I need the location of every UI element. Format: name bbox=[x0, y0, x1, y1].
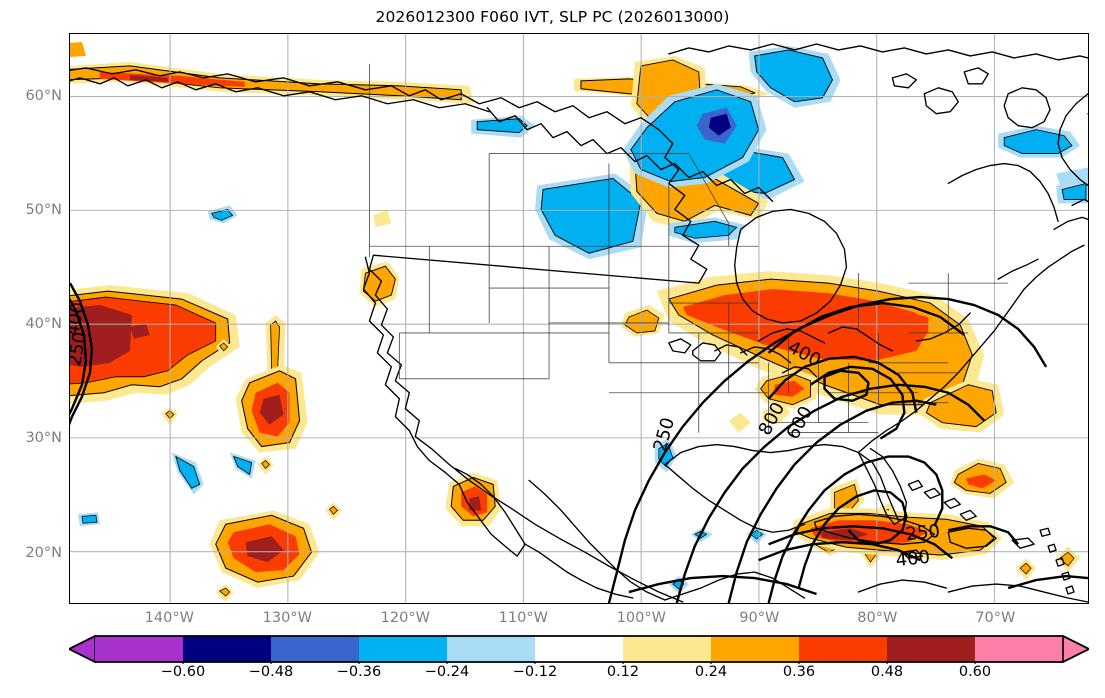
colorbar-swatches bbox=[69, 634, 1089, 664]
colorbar-tick-1: −0.48 bbox=[248, 664, 294, 680]
contour-label-250-caribbean: 250 bbox=[905, 521, 941, 545]
map-gridlines bbox=[70, 34, 1088, 603]
x-tick-80w: 80°W bbox=[857, 610, 898, 626]
colorbar-cells bbox=[95, 636, 1063, 662]
colorbar-tick-0: −0.60 bbox=[160, 664, 206, 680]
y-tick-50n: 50°N bbox=[25, 202, 62, 218]
colorbar-tick-9: 0.60 bbox=[958, 664, 992, 680]
x-tick-100w: 100°W bbox=[616, 610, 666, 626]
y-tick-60n: 60°N bbox=[25, 87, 62, 104]
y-tick-30n: 30°N bbox=[25, 430, 62, 447]
contour-label-400-left: 400 bbox=[70, 300, 89, 337]
y-tick-40n: 40°N bbox=[25, 316, 62, 333]
colorbar-tick-7: 0.36 bbox=[782, 664, 816, 680]
contour-label-250-left: 250 bbox=[70, 330, 91, 367]
page-title: 2026012300 F060 IVT, SLP PC (2026013000) bbox=[375, 8, 730, 26]
colorbar-tick-4: −0.12 bbox=[512, 664, 558, 680]
x-tick-120w: 120°W bbox=[380, 610, 430, 626]
colorbar-tick-3: −0.24 bbox=[424, 664, 470, 680]
colorbar[interactable] bbox=[69, 634, 1089, 664]
colorbar-over-arrow bbox=[1062, 634, 1089, 664]
colorbar-ticks bbox=[182, 662, 976, 664]
colorbar-under-arrow bbox=[69, 634, 96, 664]
x-tick-130w: 130°W bbox=[262, 610, 312, 626]
contour-label-400-caribbean: 400 bbox=[895, 547, 931, 571]
y-tick-20n: 20°N bbox=[25, 544, 62, 561]
map-plot-area[interactable]: 400 250 250 400 800 600 250 400 bbox=[69, 33, 1089, 604]
colorbar-tick-2: −0.36 bbox=[336, 664, 382, 680]
colorbar-tick-6: 0.24 bbox=[694, 664, 728, 680]
colorbar-outline bbox=[69, 635, 1089, 663]
shaded-anomaly-layer bbox=[70, 41, 1088, 603]
x-tick-110w: 110°W bbox=[498, 610, 548, 626]
x-tick-90w: 90°W bbox=[739, 610, 780, 626]
map-canvas: 400 250 250 400 800 600 250 400 bbox=[70, 34, 1088, 603]
x-tick-140w: 140°W bbox=[144, 610, 194, 626]
colorbar-tick-5: 0.12 bbox=[606, 664, 640, 680]
contour-label-250-texas: 250 bbox=[649, 415, 679, 454]
x-tick-70w: 70°W bbox=[975, 610, 1016, 626]
slp-contour-lines bbox=[70, 282, 1088, 603]
colorbar-tick-8: 0.48 bbox=[870, 664, 904, 680]
